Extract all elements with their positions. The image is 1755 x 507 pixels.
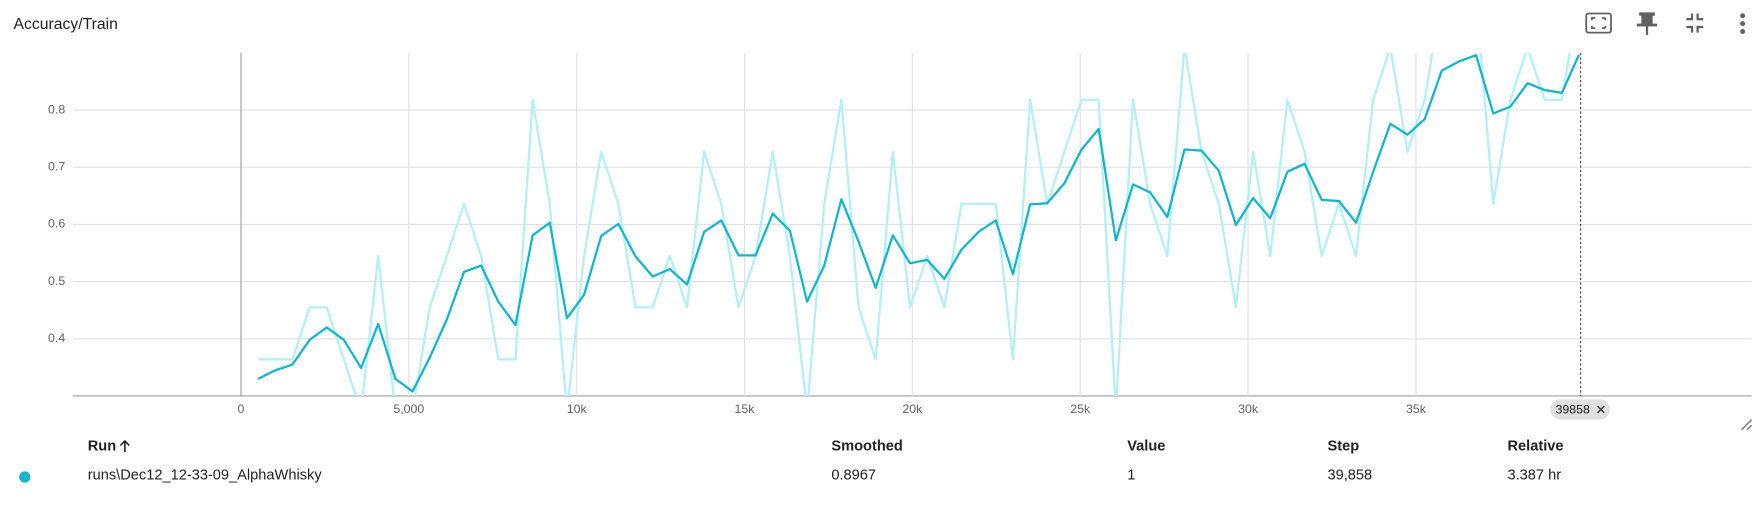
y-tick-label: 0.7 xyxy=(48,160,65,174)
table-header[interactable]: Value xyxy=(1127,438,1165,454)
x-tick-label: 5,000 xyxy=(393,402,424,416)
table-header[interactable]: Run xyxy=(88,438,116,454)
fit-icon[interactable] xyxy=(1585,12,1612,34)
x-tick-label: 20k xyxy=(902,402,923,416)
table-cell: 0.8967 xyxy=(831,468,876,484)
more-icon[interactable] xyxy=(1740,13,1746,34)
y-tick-label: 0.8 xyxy=(48,102,65,116)
x-tick-label: 25k xyxy=(1070,402,1091,416)
run-color-dot xyxy=(19,471,31,483)
close-icon[interactable] xyxy=(1596,405,1605,414)
y-tick-label: 0.4 xyxy=(48,331,65,345)
table-cell: 3.387 hr xyxy=(1507,468,1561,484)
raw-line xyxy=(258,52,1571,396)
table-header[interactable]: Relative xyxy=(1507,438,1563,454)
table-header[interactable]: Step xyxy=(1327,438,1359,454)
x-tick-label: 30k xyxy=(1238,402,1259,416)
x-tick-label: 35k xyxy=(1406,402,1427,416)
y-tick-label: 0.6 xyxy=(48,217,65,231)
table-cell: 1 xyxy=(1127,468,1135,484)
cursor-step: 39858 xyxy=(1556,402,1590,416)
sort-icon xyxy=(119,439,130,453)
resize-handle[interactable] xyxy=(1741,419,1753,431)
cursor-chip[interactable] xyxy=(1550,399,1610,420)
x-tick-label: 0 xyxy=(238,402,245,416)
pin-icon[interactable] xyxy=(1636,12,1658,35)
x-tick-label: 15k xyxy=(735,402,756,416)
chart-title: Accuracy/Train xyxy=(14,16,118,33)
table-cell: 39,858 xyxy=(1327,468,1372,484)
smoothed-line xyxy=(257,54,1581,393)
collapse-icon[interactable] xyxy=(1686,13,1704,33)
x-tick-label: 10k xyxy=(567,402,588,416)
y-tick-label: 0.5 xyxy=(48,274,65,288)
table-cell: runs\Dec12_12-33-09_AlphaWhisky xyxy=(88,468,323,484)
table-header[interactable]: Smoothed xyxy=(831,438,902,454)
